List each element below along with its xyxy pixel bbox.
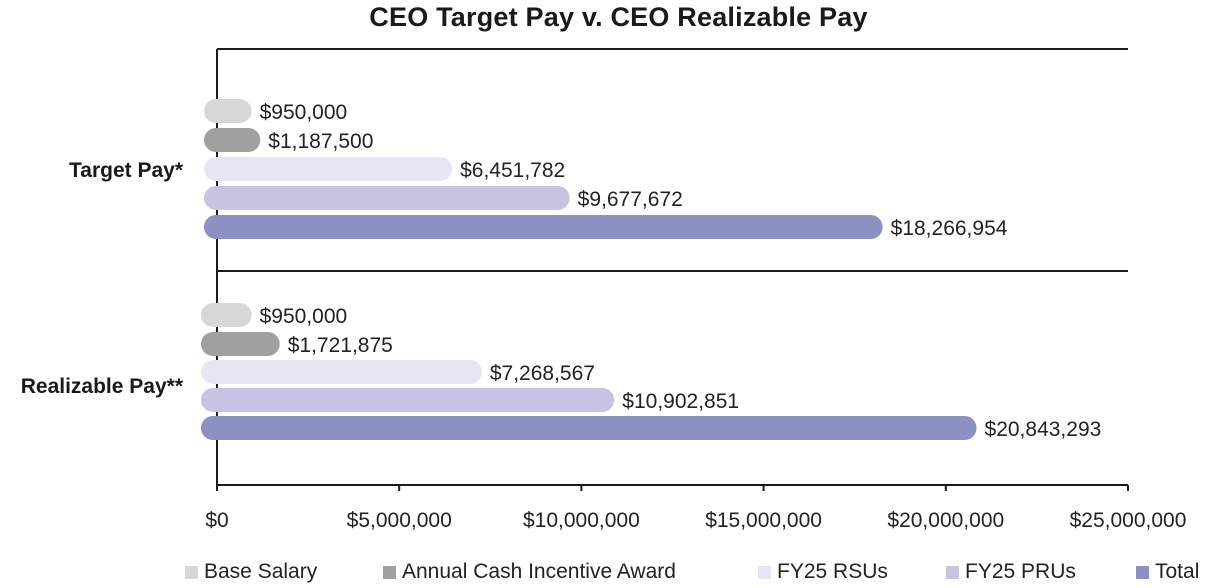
x-tick-label: $25,000,000 [1070, 509, 1187, 532]
data-label: $18,266,954 [891, 217, 1008, 240]
y-axis: Target Pay* Realizable Pay** [21, 159, 184, 398]
legend-label: Annual Cash Incentive Award [402, 560, 676, 583]
bar [204, 99, 252, 123]
x-tick-label: $5,000,000 [347, 509, 452, 532]
legend-item: Base Salary [185, 560, 317, 584]
legend-label: Base Salary [204, 560, 318, 583]
x-tick-label: $15,000,000 [705, 509, 822, 532]
legend-swatch [758, 565, 771, 579]
legend: Base Salary Annual Cash Incentive Award FY… [0, 560, 1208, 588]
data-label: $20,843,293 [985, 418, 1102, 441]
data-label: $1,187,500 [268, 130, 373, 153]
bar [204, 157, 453, 181]
bar [201, 388, 615, 412]
bar [201, 332, 280, 356]
bar [204, 186, 570, 210]
bar [201, 360, 482, 384]
legend-item: Annual Cash Incentive Award [383, 560, 676, 584]
x-tick-label: $10,000,000 [523, 509, 640, 532]
legend-swatch [185, 565, 198, 579]
data-label: $10,902,851 [622, 390, 739, 413]
bar [201, 303, 252, 327]
legend-item: FY25 RSUs [758, 560, 888, 584]
category-label: Realizable Pay** [21, 375, 184, 398]
category-label: Target Pay* [69, 159, 184, 182]
data-label: $9,677,672 [578, 188, 683, 211]
x-tick-label: $0 [205, 509, 228, 532]
data-label: $950,000 [260, 101, 348, 124]
legend-swatch [1136, 565, 1149, 579]
chart-plot: $0 $5,000,000 $10,000,000 $15,000,000 $20,00… [21, 48, 1186, 532]
x-tick-label: $20,000,000 [887, 509, 1004, 532]
data-label: $950,000 [260, 305, 348, 328]
legend-label: FY25 PRUs [965, 560, 1076, 583]
bars: $950,000 $1,187,500 $6,451,782 $9,677,672 $1… [201, 99, 1101, 441]
legend-item: Total [1136, 560, 1199, 584]
legend-swatch [383, 565, 396, 579]
legend-swatch [946, 565, 959, 579]
legend-label: FY25 RSUs [777, 560, 888, 583]
data-label: $7,268,567 [490, 362, 595, 385]
bar [201, 416, 977, 440]
chart-title: CEO Target Pay v. CEO Realizable Pay [369, 2, 868, 32]
data-label: $1,721,875 [288, 334, 393, 357]
legend-label: Total [1155, 560, 1200, 583]
legend-item: FY25 PRUs [946, 560, 1076, 584]
data-label: $6,451,782 [460, 159, 565, 182]
x-axis: $0 $5,000,000 $10,000,000 $15,000,000 $20,00… [205, 485, 1186, 532]
bar [204, 215, 883, 239]
bar [204, 128, 261, 152]
